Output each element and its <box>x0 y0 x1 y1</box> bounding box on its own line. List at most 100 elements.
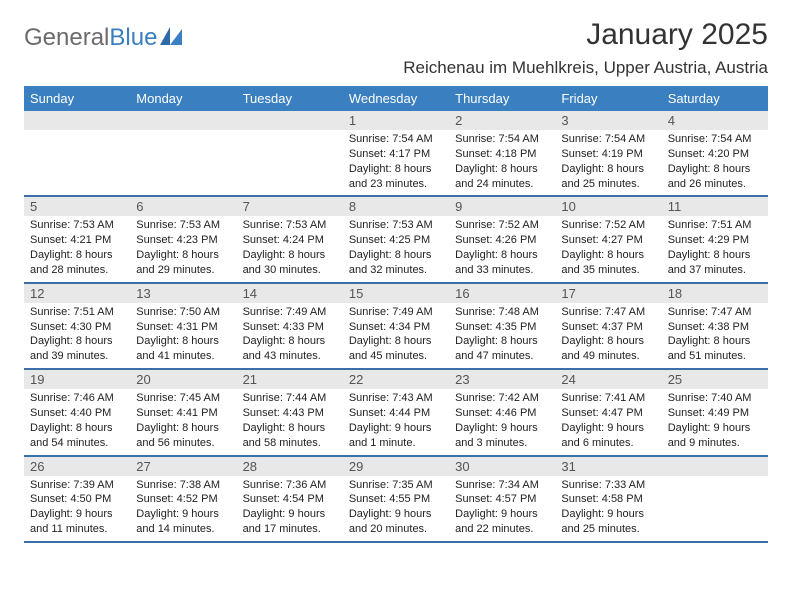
sunset-line: Sunset: 4:34 PM <box>349 320 443 335</box>
sunrise-line: Sunrise: 7:50 AM <box>136 305 230 320</box>
day-body: Sunrise: 7:47 AMSunset: 4:38 PMDaylight:… <box>662 303 768 368</box>
sunset-line: Sunset: 4:17 PM <box>349 147 443 162</box>
brand-logo: GeneralBlue <box>24 24 184 52</box>
day-body <box>237 130 343 182</box>
day-body <box>662 476 768 528</box>
sunset-line: Sunset: 4:33 PM <box>243 320 337 335</box>
week-row: 5Sunrise: 7:53 AMSunset: 4:21 PMDaylight… <box>24 197 768 283</box>
daylight-line: Daylight: 8 hours and 29 minutes. <box>136 248 230 278</box>
sunrise-line: Sunrise: 7:47 AM <box>668 305 762 320</box>
sunset-line: Sunset: 4:35 PM <box>455 320 549 335</box>
sunrise-line: Sunrise: 7:54 AM <box>668 132 762 147</box>
day-body: Sunrise: 7:53 AMSunset: 4:24 PMDaylight:… <box>237 216 343 281</box>
day-cell: 28Sunrise: 7:36 AMSunset: 4:54 PMDayligh… <box>237 457 343 541</box>
sunrise-line: Sunrise: 7:53 AM <box>349 218 443 233</box>
day-number: 25 <box>662 370 768 389</box>
day-body: Sunrise: 7:39 AMSunset: 4:50 PMDaylight:… <box>24 476 130 541</box>
day-number: 30 <box>449 457 555 476</box>
logo-mark-icon <box>160 24 184 52</box>
sunset-line: Sunset: 4:50 PM <box>30 492 124 507</box>
sunset-line: Sunset: 4:55 PM <box>349 492 443 507</box>
sunrise-line: Sunrise: 7:52 AM <box>561 218 655 233</box>
day-number: 4 <box>662 111 768 130</box>
daylight-line: Daylight: 9 hours and 9 minutes. <box>668 421 762 451</box>
day-cell: 4Sunrise: 7:54 AMSunset: 4:20 PMDaylight… <box>662 111 768 195</box>
sunset-line: Sunset: 4:31 PM <box>136 320 230 335</box>
dow-saturday: Saturday <box>662 86 768 111</box>
sunrise-line: Sunrise: 7:38 AM <box>136 478 230 493</box>
sunset-line: Sunset: 4:52 PM <box>136 492 230 507</box>
header: GeneralBlue January 2025 Reichenau im Mu… <box>24 18 768 86</box>
sunrise-line: Sunrise: 7:33 AM <box>561 478 655 493</box>
brand-part1: General <box>24 24 109 52</box>
sunrise-line: Sunrise: 7:51 AM <box>30 305 124 320</box>
week-row: 26Sunrise: 7:39 AMSunset: 4:50 PMDayligh… <box>24 457 768 543</box>
sunrise-line: Sunrise: 7:35 AM <box>349 478 443 493</box>
day-number: 28 <box>237 457 343 476</box>
title-block: January 2025 Reichenau im Muehlkreis, Up… <box>403 18 768 86</box>
day-number: 9 <box>449 197 555 216</box>
day-cell: 25Sunrise: 7:40 AMSunset: 4:49 PMDayligh… <box>662 370 768 454</box>
sunrise-line: Sunrise: 7:41 AM <box>561 391 655 406</box>
day-body: Sunrise: 7:35 AMSunset: 4:55 PMDaylight:… <box>343 476 449 541</box>
day-body <box>24 130 130 182</box>
dow-tuesday: Tuesday <box>237 86 343 111</box>
dow-wednesday: Wednesday <box>343 86 449 111</box>
day-cell: 21Sunrise: 7:44 AMSunset: 4:43 PMDayligh… <box>237 370 343 454</box>
daylight-line: Daylight: 9 hours and 3 minutes. <box>455 421 549 451</box>
day-cell: 3Sunrise: 7:54 AMSunset: 4:19 PMDaylight… <box>555 111 661 195</box>
daylight-line: Daylight: 8 hours and 47 minutes. <box>455 334 549 364</box>
sunrise-line: Sunrise: 7:54 AM <box>561 132 655 147</box>
day-number: 27 <box>130 457 236 476</box>
sunset-line: Sunset: 4:43 PM <box>243 406 337 421</box>
day-body: Sunrise: 7:45 AMSunset: 4:41 PMDaylight:… <box>130 389 236 454</box>
day-cell: 15Sunrise: 7:49 AMSunset: 4:34 PMDayligh… <box>343 284 449 368</box>
day-number: 16 <box>449 284 555 303</box>
week-row: 12Sunrise: 7:51 AMSunset: 4:30 PMDayligh… <box>24 284 768 370</box>
daylight-line: Daylight: 9 hours and 11 minutes. <box>30 507 124 537</box>
daylight-line: Daylight: 8 hours and 39 minutes. <box>30 334 124 364</box>
day-number: 2 <box>449 111 555 130</box>
day-number: 6 <box>130 197 236 216</box>
sunrise-line: Sunrise: 7:53 AM <box>136 218 230 233</box>
day-cell: 2Sunrise: 7:54 AMSunset: 4:18 PMDaylight… <box>449 111 555 195</box>
sunset-line: Sunset: 4:19 PM <box>561 147 655 162</box>
daylight-line: Daylight: 9 hours and 22 minutes. <box>455 507 549 537</box>
day-cell: 11Sunrise: 7:51 AMSunset: 4:29 PMDayligh… <box>662 197 768 281</box>
day-body: Sunrise: 7:54 AMSunset: 4:19 PMDaylight:… <box>555 130 661 195</box>
daylight-line: Daylight: 9 hours and 20 minutes. <box>349 507 443 537</box>
dow-monday: Monday <box>130 86 236 111</box>
day-cell: 29Sunrise: 7:35 AMSunset: 4:55 PMDayligh… <box>343 457 449 541</box>
week-row: 1 Sunrise: 7:54 AM Sunset: 4:17 PM Daylight… <box>24 111 768 197</box>
sunrise-line: Sunrise: 7:43 AM <box>349 391 443 406</box>
day-number: 14 <box>237 284 343 303</box>
daylight-line: Daylight: 8 hours and 26 minutes. <box>668 162 762 192</box>
day-number: 1 <box>343 111 449 130</box>
sunset-line: Sunset: 4:41 PM <box>136 406 230 421</box>
sunset-line: Sunset: 4:49 PM <box>668 406 762 421</box>
sunrise-line: Sunrise: 7:53 AM <box>243 218 337 233</box>
day-cell: 30Sunrise: 7:34 AMSunset: 4:57 PMDayligh… <box>449 457 555 541</box>
day-cell: 18Sunrise: 7:47 AMSunset: 4:38 PMDayligh… <box>662 284 768 368</box>
dow-sunday: Sunday <box>24 86 130 111</box>
day-cell: 31Sunrise: 7:33 AMSunset: 4:58 PMDayligh… <box>555 457 661 541</box>
day-cell: 14Sunrise: 7:49 AMSunset: 4:33 PMDayligh… <box>237 284 343 368</box>
day-number: 18 <box>662 284 768 303</box>
sunset-line: Sunset: 4:24 PM <box>243 233 337 248</box>
daylight-line: Daylight: 9 hours and 25 minutes. <box>561 507 655 537</box>
sunset-line: Sunset: 4:21 PM <box>30 233 124 248</box>
day-body: Sunrise: 7:49 AMSunset: 4:33 PMDaylight:… <box>237 303 343 368</box>
month-title: January 2025 <box>403 18 768 52</box>
day-number <box>130 111 236 130</box>
day-cell: 12Sunrise: 7:51 AMSunset: 4:30 PMDayligh… <box>24 284 130 368</box>
day-body: Sunrise: 7:53 AMSunset: 4:23 PMDaylight:… <box>130 216 236 281</box>
day-body: Sunrise: 7:34 AMSunset: 4:57 PMDaylight:… <box>449 476 555 541</box>
day-body: Sunrise: 7:54 AMSunset: 4:20 PMDaylight:… <box>662 130 768 195</box>
day-cell: 19Sunrise: 7:46 AMSunset: 4:40 PMDayligh… <box>24 370 130 454</box>
daylight-line: Daylight: 8 hours and 24 minutes. <box>455 162 549 192</box>
day-number: 23 <box>449 370 555 389</box>
day-body: Sunrise: 7:53 AMSunset: 4:21 PMDaylight:… <box>24 216 130 281</box>
daylight-line: Daylight: 8 hours and 32 minutes. <box>349 248 443 278</box>
sunrise-line: Sunrise: 7:49 AM <box>243 305 337 320</box>
sunrise-line: Sunrise: 7:36 AM <box>243 478 337 493</box>
